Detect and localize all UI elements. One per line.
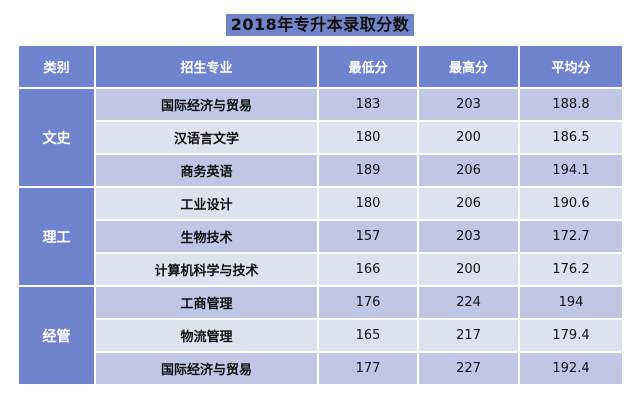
min-score-cell: 180 bbox=[317, 186, 419, 221]
min-score-cell: 176 bbox=[317, 285, 419, 320]
page-title: 2018年专升本录取分数 bbox=[225, 14, 415, 36]
avg-score-cell: 194.1 bbox=[518, 153, 624, 188]
header-avg-score: 平均分 bbox=[518, 44, 624, 89]
category-cell: 理工 bbox=[17, 186, 96, 287]
max-score-cell: 206 bbox=[417, 153, 520, 188]
avg-score-cell: 186.5 bbox=[518, 120, 624, 155]
min-score-cell: 165 bbox=[317, 318, 419, 353]
major-cell: 国际经济与贸易 bbox=[94, 351, 319, 386]
min-score-cell: 157 bbox=[317, 219, 419, 254]
max-score-cell: 206 bbox=[417, 186, 520, 221]
table-row: 经管 工商管理 176 224 194 bbox=[17, 285, 624, 386]
min-score-cell: 177 bbox=[317, 351, 419, 386]
max-score-cell: 200 bbox=[417, 120, 520, 155]
major-cell: 物流管理 bbox=[94, 318, 319, 353]
admission-score-table: 类别 招生专业 最低分 最高分 平均分 文史 国际经济与贸易 183 203 188.8… bbox=[17, 44, 624, 386]
major-cell: 生物技术 bbox=[94, 219, 319, 254]
table-row: 文史 国际经济与贸易 183 203 188.8 bbox=[17, 87, 624, 188]
header-max-score: 最高分 bbox=[417, 44, 520, 89]
avg-score-cell: 194 bbox=[518, 285, 624, 320]
max-score-cell: 227 bbox=[417, 351, 520, 386]
min-score-cell: 166 bbox=[317, 252, 419, 287]
table-row: 物流管理 165 217 179.4 bbox=[18, 318, 624, 353]
avg-score-cell: 176.2 bbox=[518, 252, 624, 287]
header-row: 类别 招生专业 最低分 最高分 平均分 bbox=[17, 44, 624, 89]
title-wrap: 2018年专升本录取分数 bbox=[0, 14, 640, 36]
min-score-cell: 183 bbox=[317, 87, 419, 122]
min-score-cell: 189 bbox=[317, 153, 419, 188]
table-row: 生物技术 157 203 172.7 bbox=[18, 219, 624, 254]
major-cell: 工业设计 bbox=[94, 186, 319, 221]
header-major: 招生专业 bbox=[94, 44, 319, 89]
min-score-cell: 180 bbox=[317, 120, 419, 155]
header-min-score: 最低分 bbox=[317, 44, 419, 89]
avg-score-cell: 188.8 bbox=[518, 87, 624, 122]
major-cell: 国际经济与贸易 bbox=[94, 87, 319, 122]
major-cell: 工商管理 bbox=[94, 285, 319, 320]
major-cell: 计算机科学与技术 bbox=[94, 252, 319, 287]
avg-score-cell: 179.4 bbox=[518, 318, 624, 353]
avg-score-cell: 172.7 bbox=[518, 219, 624, 254]
max-score-cell: 200 bbox=[417, 252, 520, 287]
max-score-cell: 224 bbox=[417, 285, 520, 320]
major-cell: 汉语言文学 bbox=[94, 120, 319, 155]
category-cell: 经管 bbox=[17, 285, 96, 386]
max-score-cell: 203 bbox=[417, 87, 520, 122]
table-row: 国际经济与贸易 177 227 192.4 bbox=[18, 351, 624, 386]
avg-score-cell: 192.4 bbox=[518, 351, 624, 386]
max-score-cell: 217 bbox=[417, 318, 520, 353]
avg-score-cell: 190.6 bbox=[518, 186, 624, 221]
table-row: 汉语言文学 180 200 186.5 bbox=[18, 120, 624, 155]
table-row: 计算机科学与技术 166 200 176.2 bbox=[18, 252, 624, 287]
table-row: 商务英语 189 206 194.1 bbox=[18, 153, 624, 188]
table-body: 文史 国际经济与贸易 183 203 188.8 汉语言文学 180 200 186.5 商务英语… bbox=[17, 87, 624, 386]
major-cell: 商务英语 bbox=[94, 153, 319, 188]
category-cell: 文史 bbox=[17, 87, 96, 188]
header-category: 类别 bbox=[17, 44, 96, 89]
max-score-cell: 203 bbox=[417, 219, 520, 254]
table-row: 理工 工业设计 180 206 190.6 bbox=[17, 186, 624, 287]
